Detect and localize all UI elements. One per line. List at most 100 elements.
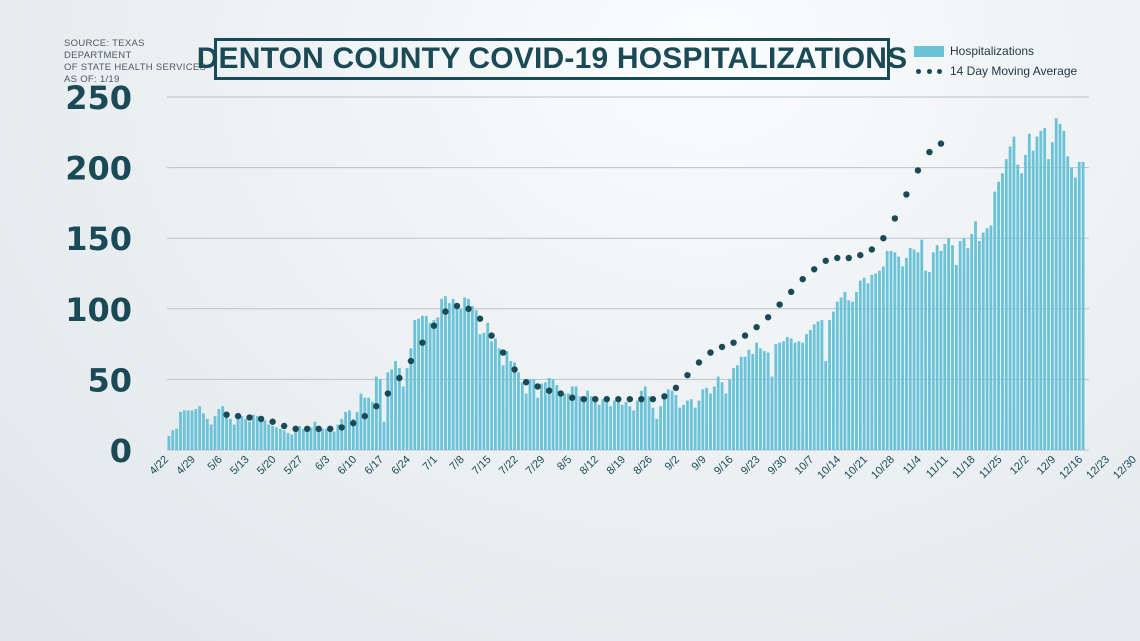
- bar: [543, 382, 547, 450]
- moving-average-point: [499, 349, 507, 356]
- bar: [881, 266, 885, 450]
- bar: [855, 291, 858, 450]
- bar: [436, 317, 440, 450]
- bar: [693, 407, 697, 450]
- bar: [486, 322, 490, 450]
- bar: [513, 362, 517, 450]
- bar: [394, 361, 397, 450]
- bar: [225, 414, 228, 450]
- bar: [574, 386, 578, 450]
- bar: [559, 390, 563, 450]
- bar: [985, 228, 989, 450]
- moving-average-point: [465, 305, 472, 312]
- x-tick-label: 7/29: [524, 454, 548, 478]
- bar: [751, 353, 755, 450]
- bar: [470, 305, 474, 450]
- bar: [613, 400, 616, 450]
- bar: [332, 431, 336, 450]
- moving-average-point: [315, 425, 322, 433]
- bar: [267, 424, 271, 450]
- bar: [977, 241, 981, 450]
- bar: [252, 414, 255, 450]
- bar: [290, 434, 294, 450]
- bar: [824, 361, 828, 450]
- bar: [198, 406, 202, 450]
- moving-average-point: [592, 395, 599, 403]
- bar: [328, 430, 332, 450]
- bar: [540, 383, 543, 450]
- bar: [778, 342, 782, 450]
- bar: [655, 418, 659, 450]
- x-tick-label: 7/1: [421, 454, 440, 473]
- bar: [770, 376, 774, 450]
- bar: [686, 400, 689, 450]
- moving-average-point: [569, 394, 576, 401]
- bar: [344, 411, 348, 450]
- bar: [747, 349, 751, 450]
- legend-bar-swatch: [914, 45, 944, 57]
- bar: [616, 399, 620, 450]
- moving-average-point: [280, 422, 288, 430]
- bar: [432, 320, 436, 450]
- bar: [359, 393, 363, 450]
- bar: [240, 416, 244, 450]
- legend-item-moving-average: 14 Day Moving Average: [914, 62, 1077, 80]
- bar: [536, 397, 540, 450]
- bar: [666, 389, 670, 450]
- x-tick-label: 4/22: [147, 454, 171, 478]
- bar: [851, 301, 855, 450]
- bar: [847, 300, 851, 450]
- moving-average-point: [926, 148, 933, 156]
- bar: [182, 410, 186, 450]
- bar: [570, 386, 574, 450]
- bar: [340, 418, 344, 450]
- bar: [1000, 173, 1004, 451]
- moving-average-point: [476, 315, 484, 322]
- bar: [221, 406, 225, 450]
- bar: [701, 389, 705, 450]
- bar: [889, 250, 893, 450]
- bar: [286, 433, 290, 450]
- bar: [636, 400, 639, 450]
- moving-average-point: [845, 254, 852, 262]
- bar: [1016, 164, 1020, 450]
- legend-item-hospitalizations: Hospitalizations: [914, 42, 1077, 60]
- bar: [997, 181, 1000, 450]
- bar: [255, 416, 259, 450]
- bar: [1050, 142, 1054, 450]
- bar: [517, 372, 520, 450]
- moving-average-point: [707, 349, 714, 356]
- bar: [566, 393, 570, 450]
- bar: [639, 390, 643, 450]
- bar: [367, 397, 371, 450]
- bar: [586, 390, 590, 450]
- bar: [1039, 130, 1043, 450]
- bar: [812, 324, 816, 450]
- bar: [689, 399, 693, 450]
- bar: [1043, 128, 1047, 450]
- bar: [870, 274, 874, 450]
- bar: [493, 338, 497, 450]
- bar: [447, 303, 451, 450]
- bar: [605, 396, 609, 450]
- bar: [1008, 146, 1012, 451]
- bar: [578, 396, 582, 450]
- bar: [1070, 167, 1073, 450]
- bar: [275, 427, 278, 450]
- bar: [912, 249, 916, 450]
- bar: [659, 406, 662, 450]
- x-tick-label: 8/19: [604, 454, 628, 478]
- y-axis-ticks: 0 50 100 150 200 250: [65, 79, 132, 470]
- bar: [451, 298, 455, 450]
- moving-average-point: [488, 332, 495, 339]
- bar: [874, 273, 878, 450]
- bar: [678, 407, 682, 450]
- bar: [947, 238, 951, 450]
- x-tick-label: 7/8: [447, 454, 466, 473]
- y-tick-label: 0: [110, 432, 132, 470]
- moving-average-point: [868, 246, 876, 253]
- x-tick-label: 9/9: [689, 454, 708, 473]
- moving-average-point: [903, 191, 910, 198]
- bar: [1058, 123, 1062, 450]
- bar: [263, 420, 267, 450]
